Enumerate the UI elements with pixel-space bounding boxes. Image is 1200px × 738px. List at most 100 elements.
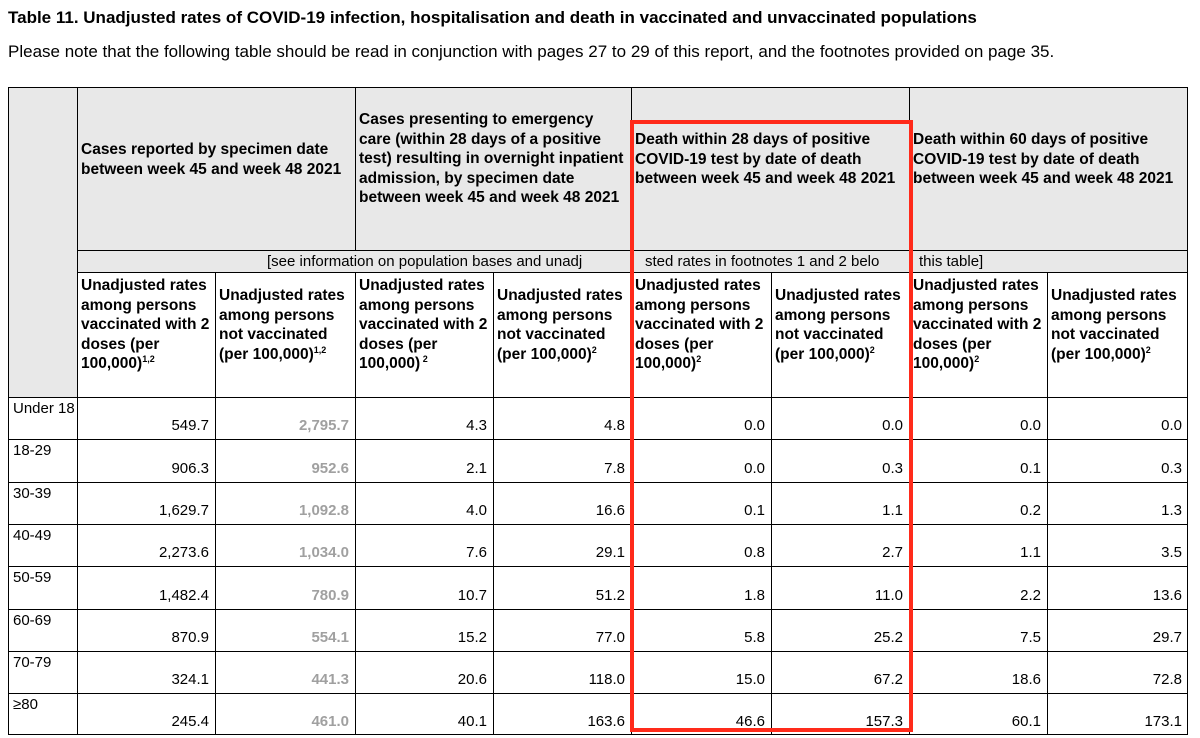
rate-cell: 441.3 xyxy=(311,671,349,689)
rate-cell: 40.1 xyxy=(457,713,487,731)
rate-cell: 46.6 xyxy=(735,713,765,731)
column-subheader: Unadjusted rates among persons not vacci… xyxy=(219,287,345,363)
rate-cell: 4.0 xyxy=(466,501,487,519)
rate-cell: 7.8 xyxy=(604,459,625,477)
grid-line xyxy=(9,439,1187,441)
rate-cell: 51.2 xyxy=(595,586,625,604)
rate-cell: 67.2 xyxy=(873,671,903,689)
age-band-label: 70-79 xyxy=(13,653,52,671)
reading-note: Please note that the following table sho… xyxy=(8,42,1055,61)
rate-cell: 7.5 xyxy=(1020,628,1041,646)
rate-cell: 163.6 xyxy=(587,713,625,731)
grid-line xyxy=(771,272,772,734)
rate-cell: 72.8 xyxy=(1152,671,1182,689)
rate-cell: 0.0 xyxy=(744,459,765,477)
rate-cell: 0.0 xyxy=(882,417,903,435)
population-bases-note-end: this table] xyxy=(919,253,984,270)
rate-cell: 1.1 xyxy=(1020,544,1041,562)
grid-line xyxy=(9,608,1187,610)
grid-line xyxy=(9,566,1187,568)
rate-cell: 1,092.8 xyxy=(298,501,349,519)
rate-cell: 1,629.7 xyxy=(158,501,209,519)
age-band-label: 50-59 xyxy=(13,569,52,587)
group-header: Death within 28 days of positive COVID-1… xyxy=(635,131,896,187)
rate-cell: 952.6 xyxy=(311,459,349,477)
table-title: Table 11. Unadjusted rates of COVID-19 i… xyxy=(8,8,977,27)
rate-cell: 0.0 xyxy=(1161,417,1182,435)
age-band-label: 60-69 xyxy=(13,611,52,629)
rate-cell: 77.0 xyxy=(595,628,625,646)
age-band-label: ≥80 xyxy=(13,696,38,714)
rate-cell: 1,034.0 xyxy=(298,544,349,562)
grid-line xyxy=(493,272,494,734)
column-subheader: Unadjusted rates among persons vaccinate… xyxy=(635,277,764,372)
rate-cell: 0.0 xyxy=(744,417,765,435)
rate-cell: 10.7 xyxy=(457,586,487,604)
rate-cell: 549.7 xyxy=(171,417,209,435)
age-band-label: 30-39 xyxy=(13,484,52,502)
grid-line xyxy=(1047,272,1048,734)
rate-cell: 0.2 xyxy=(1020,501,1041,519)
column-subheader: Unadjusted rates among persons vaccinate… xyxy=(913,277,1042,372)
rate-cell: 0.3 xyxy=(882,459,903,477)
grid-line xyxy=(9,693,1187,695)
column-subheader: Unadjusted rates among persons not vacci… xyxy=(775,287,901,363)
rate-cell: 0.0 xyxy=(1020,417,1041,435)
rate-cell: 7.6 xyxy=(466,544,487,562)
rate-cell: 245.4 xyxy=(171,713,209,731)
rate-cell: 16.6 xyxy=(595,501,625,519)
grid-line xyxy=(909,272,910,734)
rate-cell: 0.1 xyxy=(1020,459,1041,477)
group-header: Cases presenting to emergency care (with… xyxy=(359,111,624,206)
rate-cell: 0.1 xyxy=(744,501,765,519)
population-bases-note: [see information on population bases and… xyxy=(267,253,583,270)
grid-line xyxy=(9,650,1187,652)
grid-line xyxy=(9,523,1187,525)
group-header: Death within 60 days of positive COVID-1… xyxy=(913,131,1174,187)
rate-cell: 18.6 xyxy=(1011,671,1041,689)
rate-cell: 29.7 xyxy=(1152,628,1182,646)
rate-cell: 3.5 xyxy=(1161,544,1182,562)
rate-cell: 25.2 xyxy=(873,628,903,646)
rate-cell: 2,273.6 xyxy=(158,544,209,562)
rate-cell: 0.8 xyxy=(744,544,765,562)
rate-cell: 906.3 xyxy=(171,459,209,477)
grid-line xyxy=(631,88,632,250)
grid-line xyxy=(355,272,356,734)
population-bases-note-mid: sted rates in footnotes 1 and 2 belo xyxy=(645,253,880,270)
rate-cell: 2,795.7 xyxy=(298,417,349,435)
rate-cell: 870.9 xyxy=(171,628,209,646)
rate-cell: 2.7 xyxy=(882,544,903,562)
rate-cell: 11.0 xyxy=(874,586,903,604)
rate-cell: 324.1 xyxy=(171,671,209,689)
grid-line xyxy=(909,88,910,250)
rate-cell: 1.3 xyxy=(1161,501,1182,519)
rate-cell: 1,482.4 xyxy=(158,586,209,604)
rate-cell: 60.1 xyxy=(1011,713,1041,731)
column-subheader: Unadjusted rates among persons vaccinate… xyxy=(81,277,210,372)
grid-line xyxy=(77,88,78,734)
rate-cell: 1.8 xyxy=(744,586,765,604)
column-subheader: Unadjusted rates among persons not vacci… xyxy=(497,287,623,363)
rate-cell: 118.0 xyxy=(588,671,625,689)
rate-cell: 29.1 xyxy=(595,544,625,562)
rate-cell: 15.0 xyxy=(735,671,765,689)
rate-cell: 5.8 xyxy=(744,628,765,646)
grid-line xyxy=(215,272,216,734)
grid-line xyxy=(77,272,1187,273)
rate-cell: 461.0 xyxy=(311,713,349,731)
rate-cell: 15.2 xyxy=(457,628,487,646)
rate-cell: 2.1 xyxy=(466,459,487,477)
covid-rates-table: Cases reported by specimen date between … xyxy=(8,87,1188,735)
column-subheader: Unadjusted rates among persons not vacci… xyxy=(1051,287,1177,363)
rate-cell: 157.3 xyxy=(865,713,903,731)
age-band-label: Under 18 xyxy=(13,400,75,417)
grid-line xyxy=(355,88,356,250)
rate-cell: 554.1 xyxy=(311,628,349,646)
column-subheader: Unadjusted rates among persons vaccinate… xyxy=(359,277,488,372)
rate-cell: 780.9 xyxy=(311,586,349,604)
age-band-label: 18-29 xyxy=(13,442,52,460)
rate-cell: 4.3 xyxy=(466,417,487,435)
grid-line xyxy=(631,272,632,734)
rate-cell: 20.6 xyxy=(457,671,487,689)
